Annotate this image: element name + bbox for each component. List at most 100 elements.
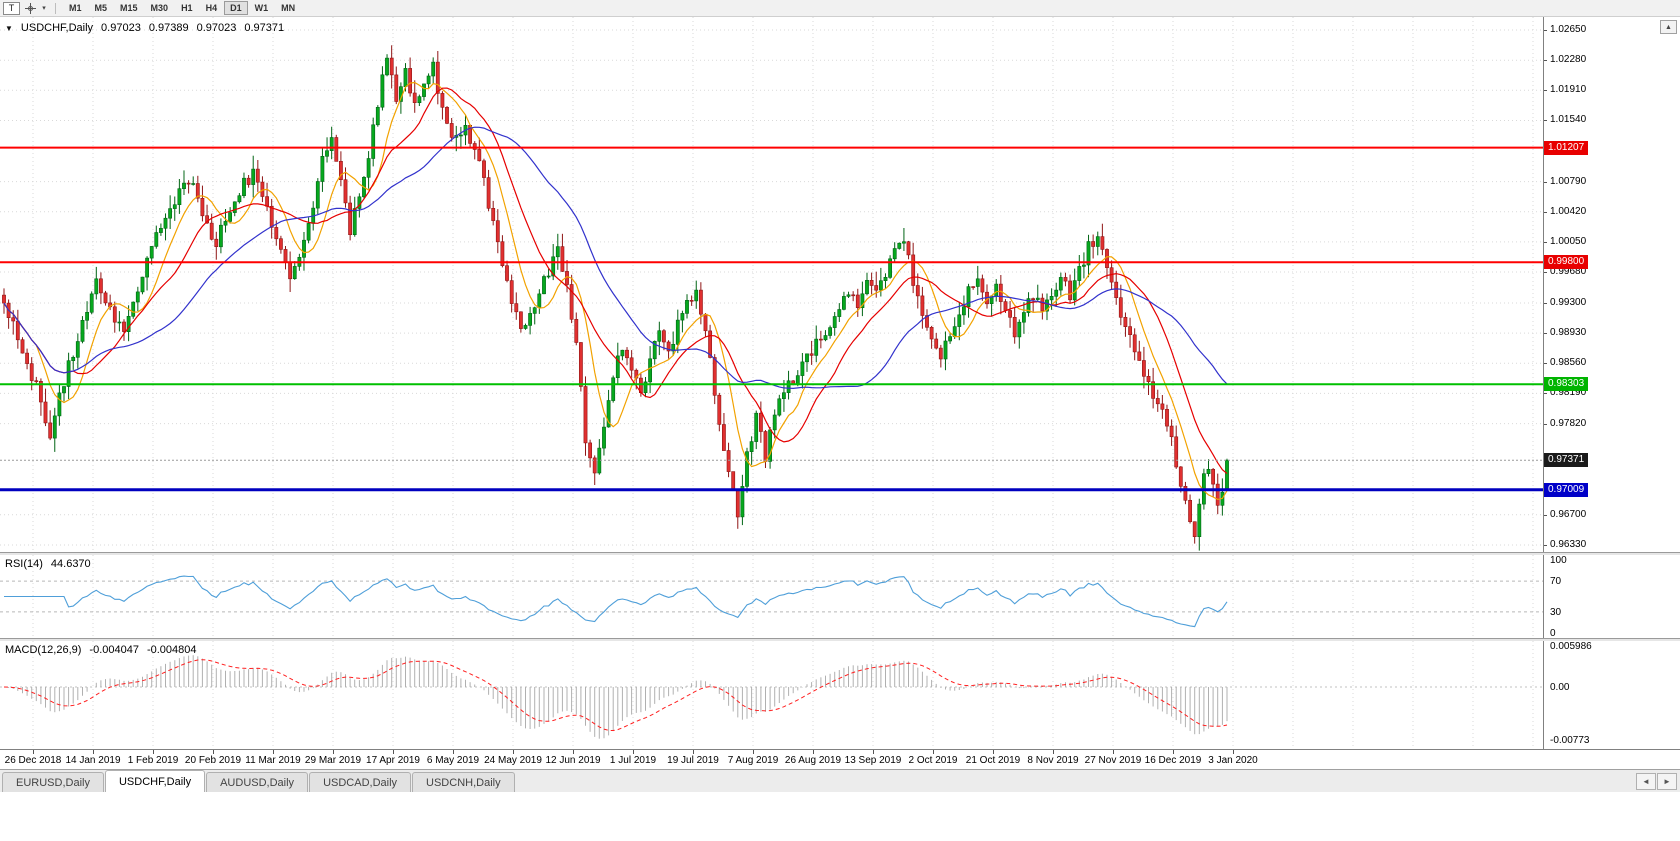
chart-tab-audusd-daily[interactable]: AUDUSD,Daily — [206, 772, 309, 792]
macd-header: MACD(12,26,9) -0.004047 -0.004804 — [5, 644, 197, 656]
date-label: 27 Nov 2019 — [1084, 755, 1142, 766]
price-tick-label: 0.99300 — [1550, 297, 1587, 308]
chart-tab-bar: EURUSD,Daily USDCHF,Daily AUDUSD,Daily USDC… — [0, 769, 1680, 792]
price-tick-mark — [1543, 120, 1547, 121]
date-label: 17 Apr 2019 — [366, 755, 420, 766]
date-tick-mark — [393, 750, 394, 754]
price-chart-plot[interactable] — [0, 17, 1543, 552]
timeframe-h1-button[interactable]: H1 — [175, 1, 199, 15]
price-tick-mark — [1543, 363, 1547, 364]
price-badge-099800: 0.99800 — [1544, 255, 1589, 269]
date-label: 8 Nov 2019 — [1027, 755, 1079, 766]
price-badge-098303: 0.98303 — [1544, 377, 1589, 391]
date-tick-mark — [813, 750, 814, 754]
timeframe-m5-button[interactable]: M5 — [89, 1, 114, 15]
tab-scroll-controls: ◄ ► — [1633, 771, 1680, 792]
date-label: 6 May 2019 — [426, 755, 480, 766]
rsi-header: RSI(14) 44.6370 — [5, 558, 91, 570]
date-tick-mark — [153, 750, 154, 754]
chart-tab-eurusd-daily[interactable]: EURUSD,Daily — [2, 772, 104, 792]
date-tick-mark — [573, 750, 574, 754]
price-tick-label: 1.00420 — [1550, 206, 1587, 217]
price-tick-label: 1.01540 — [1550, 114, 1587, 125]
date-tick-mark — [513, 750, 514, 754]
axis-separator — [1543, 17, 1544, 749]
tab-scroll-left-button[interactable]: ◄ — [1636, 773, 1656, 790]
price-tick-mark — [1543, 182, 1547, 183]
rsi-label: RSI(14) — [5, 558, 43, 570]
timeframe-mn-button[interactable]: MN — [275, 1, 301, 15]
date-label: 11 Mar 2019 — [245, 755, 301, 766]
rsi-axis-label: 0 — [1550, 628, 1556, 639]
main-grid — [0, 17, 1543, 552]
price-tick-label: 1.02280 — [1550, 54, 1587, 65]
date-label: 12 Jun 2019 — [545, 755, 601, 766]
timeframe-w1-button[interactable]: W1 — [249, 1, 275, 15]
date-label: 16 Dec 2019 — [1144, 755, 1202, 766]
date-label: 19 Jul 2019 — [667, 755, 719, 766]
macd-main-value: -0.004047 — [89, 644, 139, 656]
price-tick-label: 1.00790 — [1550, 176, 1587, 187]
timeframe-m15-button[interactable]: M15 — [114, 1, 144, 15]
chevron-down-icon[interactable]: ▾ — [42, 5, 46, 12]
panel-splitter[interactable] — [0, 552, 1680, 555]
macd-plot[interactable] — [0, 641, 1543, 749]
date-tick-mark — [273, 750, 274, 754]
date-tick-mark — [633, 750, 634, 754]
price-tick-mark — [1543, 424, 1547, 425]
timeframe-m1-button[interactable]: M1 — [63, 1, 88, 15]
time-axis[interactable]: 26 Dec 2018 14 Jan 2019 1 Feb 2019 20 Feb 2… — [0, 749, 1680, 769]
date-label: 1 Feb 2019 — [127, 755, 179, 766]
date-tick-mark — [333, 750, 334, 754]
date-tick-mark — [213, 750, 214, 754]
macd-axis-label: 0.005986 — [1550, 641, 1592, 652]
price-tick-label: 0.98560 — [1550, 357, 1587, 368]
macd-grid — [32, 641, 1534, 749]
price-tick-label: 0.98930 — [1550, 327, 1587, 338]
macd-axis-label: 0.00 — [1550, 682, 1570, 693]
chart-tab-usdchf-daily[interactable]: USDCHF,Daily — [104, 770, 206, 792]
rsi-plot[interactable] — [0, 555, 1543, 638]
price-tick-mark — [1543, 212, 1547, 213]
date-label: 20 Feb 2019 — [184, 755, 242, 766]
price-axis[interactable]: 1.02650 1.02280 1.01910 1.01540 1.00790 1.004… — [1543, 17, 1680, 552]
date-tick-mark — [693, 750, 694, 754]
scroll-up-button[interactable]: ▲ — [1660, 20, 1677, 34]
panel-splitter[interactable] — [0, 638, 1680, 641]
price-tick-mark — [1543, 90, 1547, 91]
date-label: 13 Sep 2019 — [844, 755, 902, 766]
macd-signal-line — [3, 659, 1228, 732]
rsi-axis-label: 30 — [1550, 607, 1562, 618]
chart-tab-usdcad-daily[interactable]: USDCAD,Daily — [309, 772, 412, 792]
ohlc-low-value: 0.97023 — [196, 22, 237, 34]
chart-dropdown-icon[interactable]: ▼ — [5, 23, 13, 33]
price-tick-mark — [1543, 393, 1547, 394]
date-label: 29 Mar 2019 — [304, 755, 362, 766]
tab-scroll-right-button[interactable]: ► — [1657, 773, 1677, 790]
date-label: 26 Aug 2019 — [784, 755, 842, 766]
timeframe-d1-button[interactable]: D1 — [224, 1, 248, 15]
chart-symbol-label: USDCHF,Daily — [20, 22, 94, 34]
price-tick-mark — [1543, 60, 1547, 61]
date-tick-mark — [1233, 750, 1234, 754]
date-label: 24 May 2019 — [484, 755, 542, 766]
date-tick-mark — [753, 750, 754, 754]
text-tool-button[interactable]: T — [3, 1, 20, 15]
chart-tab-usdcnh-daily[interactable]: USDCNH,Daily — [412, 772, 515, 792]
date-label: 21 Oct 2019 — [965, 755, 1021, 766]
rsi-axis: 100 70 30 0 — [1543, 555, 1680, 639]
date-label: 7 Aug 2019 — [727, 755, 779, 766]
timeframe-m30-button[interactable]: M30 — [145, 1, 175, 15]
date-label: 3 Jan 2020 — [1208, 755, 1258, 766]
timeframe-h4-button[interactable]: H4 — [200, 1, 224, 15]
price-tick-label: 0.97820 — [1550, 418, 1587, 429]
ma-medium-line — [3, 87, 1228, 475]
ohlc-close-value: 0.97371 — [244, 22, 285, 34]
price-tick-mark — [1543, 303, 1547, 304]
ma-slow-line — [3, 126, 1228, 390]
price-tick-label: 0.98190 — [1550, 387, 1587, 398]
price-tick-label: 0.96700 — [1550, 509, 1587, 520]
price-badge-097009: 0.97009 — [1544, 483, 1589, 497]
crosshair-icon[interactable] — [23, 2, 37, 15]
price-tick-mark — [1543, 30, 1547, 31]
